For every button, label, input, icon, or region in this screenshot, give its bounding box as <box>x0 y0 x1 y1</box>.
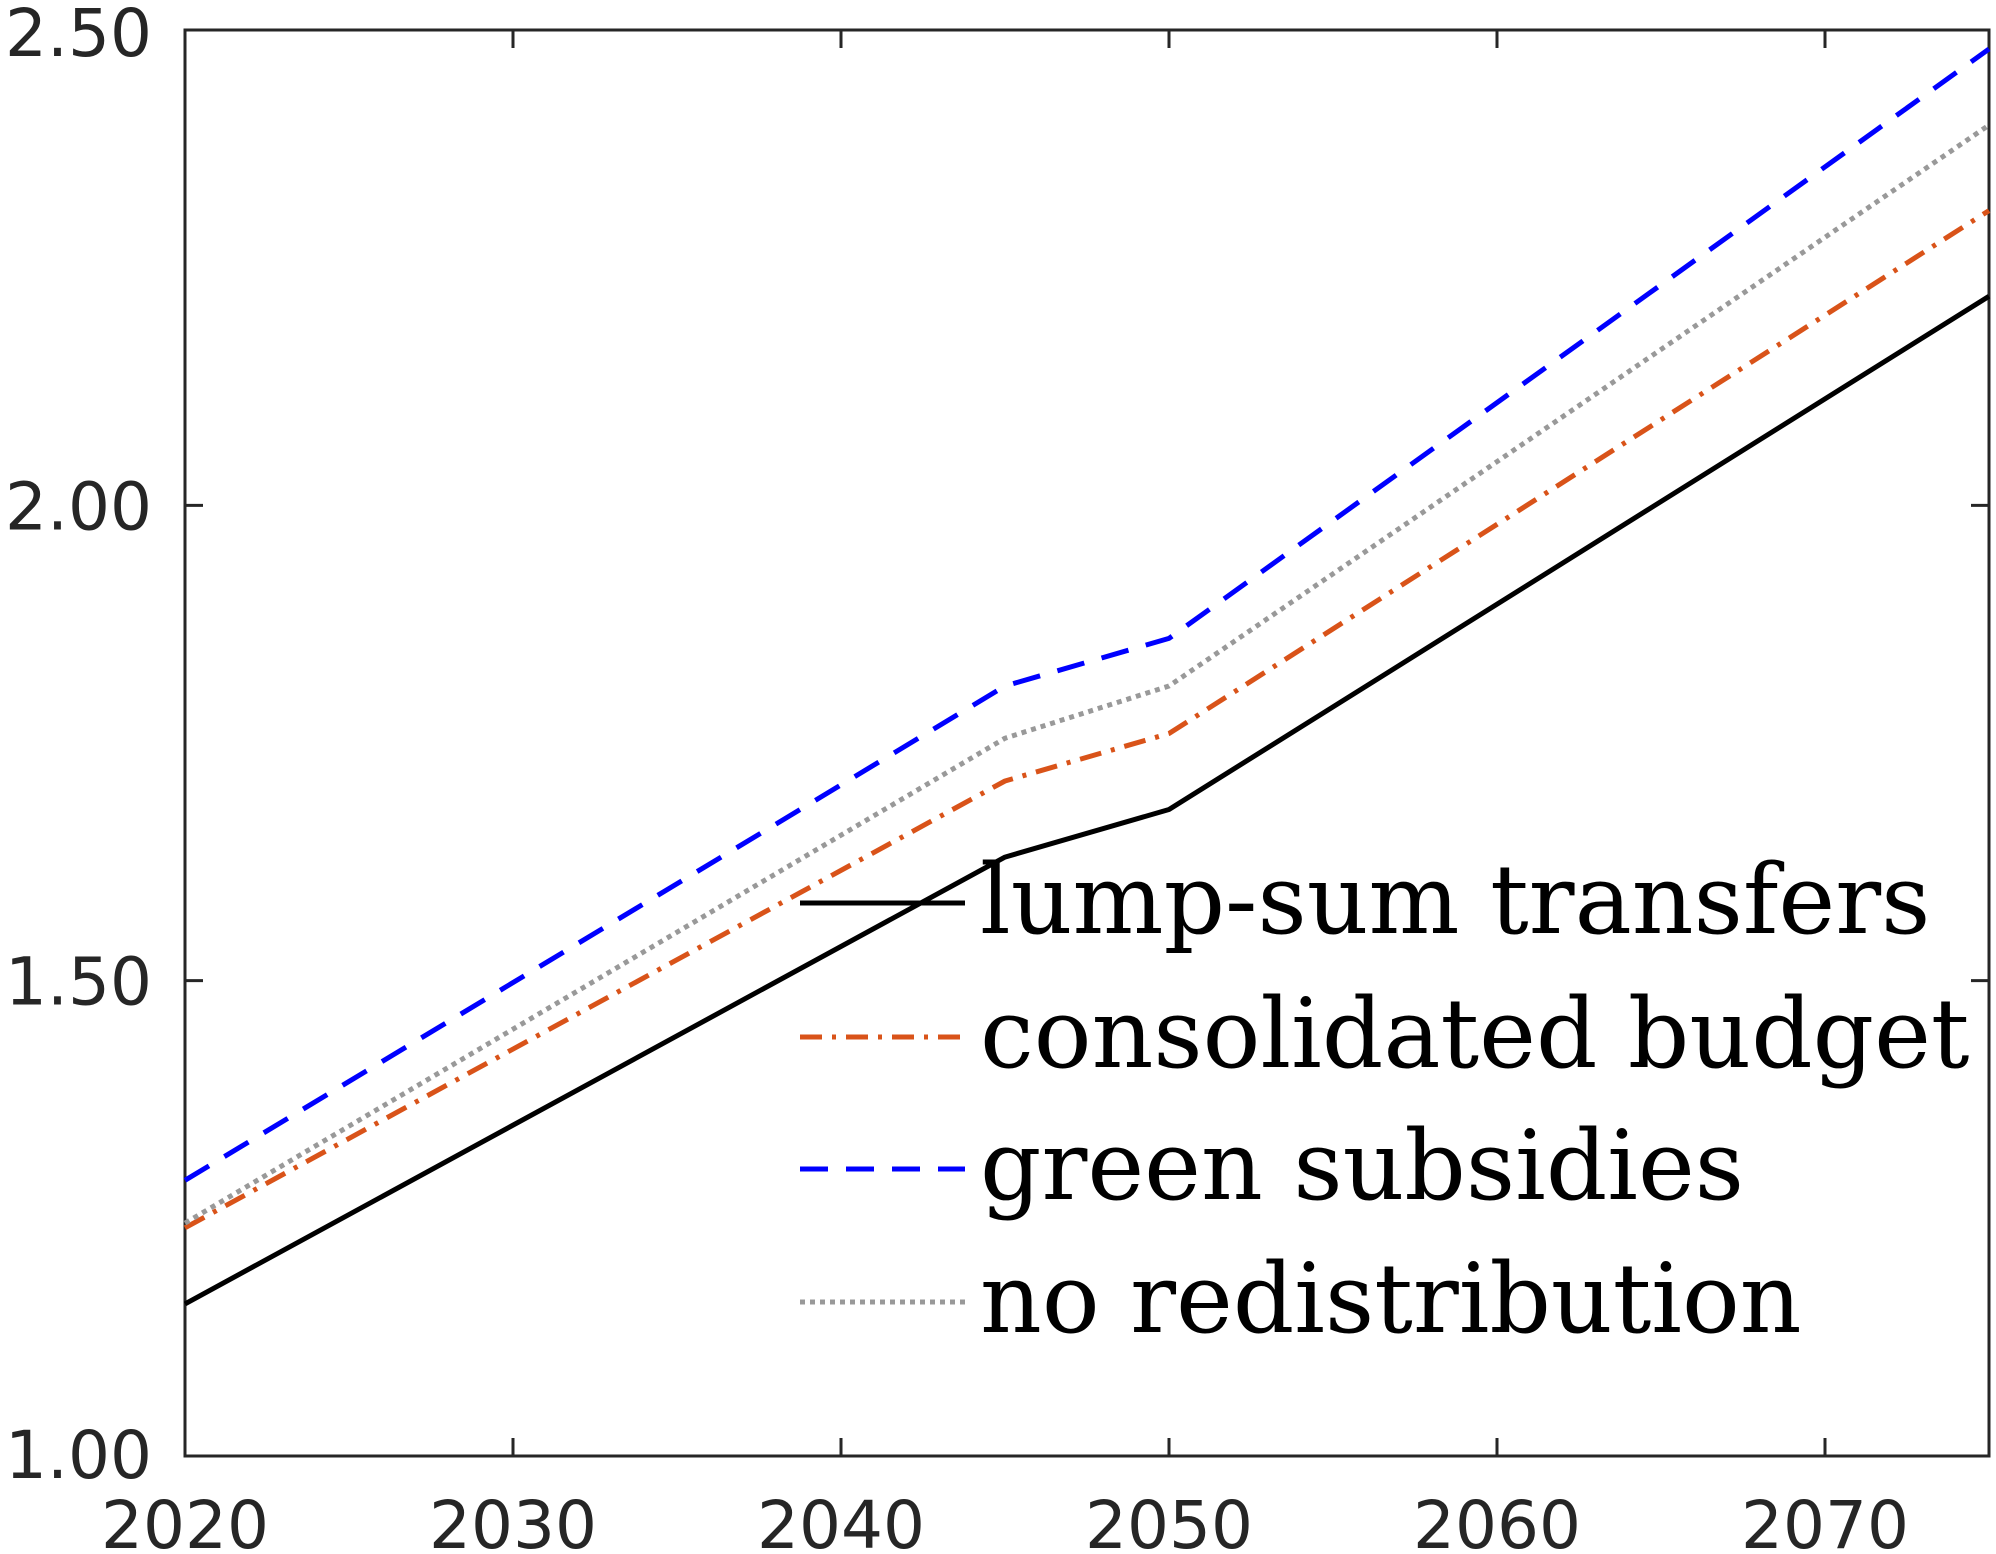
x-tick-label: 2060 <box>1413 1487 1581 1554</box>
x-tick-label: 2020 <box>101 1487 269 1554</box>
y-tick-label: 2.00 <box>5 468 152 545</box>
axes: 2020 2030 2040 2050 2060 2070 1.00 1.50 2.00 2.50 <box>5 0 1991 1554</box>
x-tick-label: 2070 <box>1741 1487 1909 1554</box>
y-tick-label: 1.00 <box>5 1417 152 1494</box>
legend-entry-label: consolidated budget <box>980 978 1969 1090</box>
legend: lump-sum transfers consolidated budget gre… <box>800 844 1969 1355</box>
x-tick-label: 2040 <box>757 1487 925 1554</box>
series-line-consolidated-budget <box>183 208 1991 1230</box>
series-line-no-redistribution <box>183 123 1991 1226</box>
series-lines <box>183 46 1991 1307</box>
y-tick-label: 1.50 <box>5 944 152 1021</box>
legend-entry-label: green subsidies <box>980 1110 1744 1222</box>
series-line-lump-sum-transfers <box>183 294 1991 1307</box>
y-tick-label: 2.50 <box>5 0 152 72</box>
plot-frame <box>183 28 1991 1458</box>
x-tick-label: 2050 <box>1085 1487 1253 1554</box>
legend-entry-label: lump-sum transfers <box>980 844 1930 956</box>
legend-entry-label: no redistribution <box>980 1243 1802 1355</box>
series-line-green-subsidies <box>183 46 1991 1183</box>
x-tick-label: 2030 <box>429 1487 597 1554</box>
